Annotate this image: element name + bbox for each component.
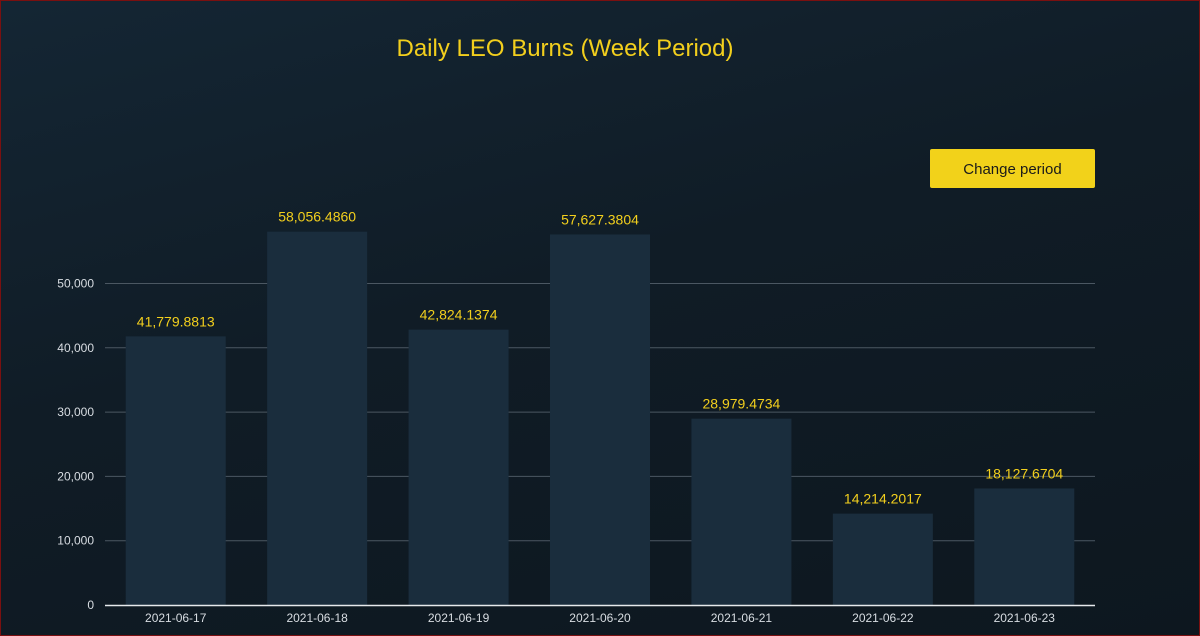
x-tick-label: 2021-06-18 [286, 611, 348, 625]
bar-2021-06-23[interactable] [974, 488, 1075, 605]
bar-2021-06-19[interactable] [408, 329, 509, 605]
x-tick-label: 2021-06-21 [711, 611, 773, 625]
bar-2021-06-22[interactable] [832, 513, 933, 605]
bar-2021-06-20[interactable] [550, 234, 650, 606]
bar-2021-06-17[interactable] [125, 336, 226, 605]
x-axis-ticks: 2021-06-17 2021-06-18 2021-06-19 2021-06-20… [145, 611, 1055, 625]
bars [125, 231, 1075, 606]
y-tick-label: 20,000 [57, 469, 94, 483]
x-tick-label: 2021-06-20 [569, 611, 631, 625]
y-tick-label: 10,000 [57, 534, 94, 548]
y-tick-label: 40,000 [57, 341, 94, 355]
bar-2021-06-21[interactable] [691, 418, 792, 605]
y-axis-ticks: 0 10,000 20,000 30,000 40,000 50,000 [57, 277, 94, 613]
chart-title: Daily LEO Burns (Week Period) [396, 35, 734, 62]
change-period-button[interactable]: Change period [930, 149, 1095, 188]
y-tick-label: 30,000 [57, 405, 94, 419]
x-tick-label: 2021-06-17 [145, 611, 207, 625]
y-tick-label: 0 [87, 598, 94, 612]
data-label-2021-06-21: 28,979.4734 [702, 396, 780, 412]
data-label-2021-06-17: 41,779.8813 [137, 313, 215, 329]
y-tick-label: 50,000 [57, 277, 94, 291]
data-label-2021-06-20: 57,627.3804 [561, 211, 639, 227]
x-tick-label: 2021-06-22 [852, 611, 914, 625]
data-label-2021-06-22: 14,214.2017 [844, 491, 922, 507]
x-tick-label: 2021-06-19 [428, 611, 490, 625]
data-label-2021-06-18: 58,056.4860 [278, 209, 356, 225]
data-labels: 41,779.8813 58,056.4860 42,824.1374 57,627.… [137, 209, 1064, 507]
x-tick-label: 2021-06-23 [994, 611, 1056, 625]
bar-2021-06-18[interactable] [267, 231, 368, 606]
data-label-2021-06-23: 18,127.6704 [985, 465, 1063, 481]
data-label-2021-06-19: 42,824.1374 [420, 307, 498, 323]
